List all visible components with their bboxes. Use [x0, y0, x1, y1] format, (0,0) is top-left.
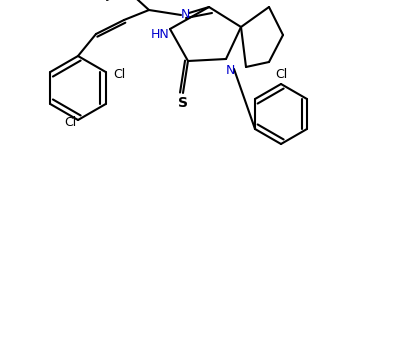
Text: N: N — [180, 8, 190, 21]
Text: N: N — [225, 64, 235, 77]
Text: HN: HN — [151, 28, 169, 41]
Text: Cl: Cl — [114, 67, 126, 80]
Text: Cl: Cl — [275, 67, 287, 80]
Text: Cl: Cl — [64, 115, 76, 129]
Text: S: S — [178, 96, 188, 110]
